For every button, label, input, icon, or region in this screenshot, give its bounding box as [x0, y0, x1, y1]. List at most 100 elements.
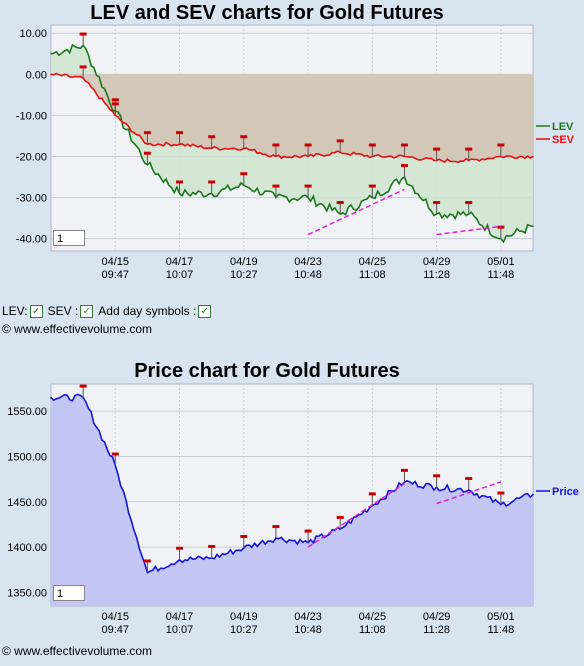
day-marker — [336, 201, 344, 205]
x-tick-date: 04/25 — [359, 611, 387, 623]
day-marker — [304, 529, 312, 533]
trendline — [307, 188, 405, 236]
day-marker — [272, 525, 280, 529]
x-tick-date: 04/29 — [423, 611, 451, 623]
lev-legend: LEV SEV — [536, 121, 575, 146]
x-tick-date: 04/17 — [166, 256, 194, 268]
x-tick-time: 09:47 — [102, 624, 130, 636]
lev-trendlines — [307, 188, 501, 236]
sev-point — [532, 155, 534, 158]
price-trendlines — [307, 481, 502, 548]
y-tick-label: -30.00 — [16, 193, 47, 205]
day-marker — [465, 477, 473, 481]
copyright-bottom: © www.effectivevolume.com — [2, 644, 153, 658]
day-marker — [208, 180, 216, 184]
trendline — [436, 481, 502, 505]
day-symbols-label: Add day symbols : — [98, 304, 197, 318]
lev-zoom-input[interactable]: 1 — [53, 230, 85, 246]
day-marker — [433, 201, 441, 205]
day-marker — [143, 559, 151, 563]
day-marker — [368, 143, 376, 147]
day-marker — [208, 135, 216, 139]
day-marker — [400, 143, 408, 147]
price-legend-label: Price — [552, 486, 579, 498]
price-point — [532, 493, 534, 496]
x-tick-date: 04/15 — [102, 611, 130, 623]
x-tick-time: 10:27 — [230, 624, 258, 636]
day-marker — [465, 147, 473, 151]
x-tick-date: 04/15 — [102, 256, 130, 268]
x-tick-date: 04/19 — [230, 611, 258, 623]
sev-toggle-label: SEV : — [47, 304, 79, 318]
lev-point — [50, 52, 52, 55]
y-tick-label: 1550.00 — [7, 406, 47, 418]
y-tick-label: 1400.00 — [7, 542, 47, 554]
lev-day-markers — [79, 32, 505, 239]
day-marker — [176, 180, 184, 184]
day-marker — [176, 131, 184, 135]
x-tick-time: 10:27 — [230, 269, 258, 281]
y-tick-label: -10.00 — [16, 110, 47, 122]
price-fills — [51, 394, 533, 606]
y-tick-label: 0.00 — [26, 69, 47, 81]
lev-checkbox[interactable]: ✓ — [29, 304, 43, 318]
day-symbols-checkbox[interactable]: ✓ — [198, 304, 212, 318]
day-marker — [79, 384, 87, 388]
day-marker — [176, 546, 184, 550]
day-marker — [433, 474, 441, 478]
day-marker — [79, 32, 87, 36]
day-marker — [465, 201, 473, 205]
y-tick-label: 1500.00 — [7, 451, 47, 463]
day-marker — [304, 184, 312, 188]
day-marker — [433, 147, 441, 151]
day-marker — [240, 135, 248, 139]
lev-legend-label: LEV — [552, 121, 574, 133]
lev-line — [50, 43, 534, 244]
day-marker — [240, 172, 248, 176]
y-tick-label: 1450.00 — [7, 497, 47, 509]
day-marker — [79, 65, 87, 69]
day-marker — [111, 98, 119, 102]
day-marker — [368, 492, 376, 496]
sev-point — [50, 73, 52, 76]
x-tick-date: 04/25 — [359, 256, 387, 268]
lev-point — [532, 225, 534, 228]
day-marker — [400, 468, 408, 472]
day-marker — [111, 102, 119, 106]
lev-fills — [51, 44, 533, 242]
y-tick-label: 1350.00 — [7, 587, 47, 599]
x-tick-time: 11:28 — [423, 624, 450, 636]
x-tick-time: 11:08 — [359, 624, 386, 636]
lev-toggle-label: LEV: — [2, 304, 28, 318]
x-tick-time: 11:48 — [488, 269, 515, 281]
day-marker — [497, 225, 505, 229]
x-tick-time: 11:28 — [423, 269, 450, 281]
x-tick-time: 11:08 — [359, 269, 386, 281]
trendline — [307, 483, 405, 548]
copyright-top: © www.effectivevolume.com — [2, 322, 153, 336]
day-marker — [111, 452, 119, 456]
lev-sev-chart: LEV and SEV charts for Gold Futures 10.0… — [16, 2, 575, 281]
day-marker — [400, 164, 408, 168]
price-y-axis: 1550.00 1500.00 1450.00 1400.00 1350.00 — [7, 406, 47, 599]
day-marker — [497, 143, 505, 147]
price-chart: Price chart for Gold Futures 1550.00 1500… — [7, 360, 579, 636]
price-area — [51, 394, 533, 606]
x-tick-date: 04/23 — [294, 611, 322, 623]
price-point — [50, 396, 52, 399]
y-tick-label: -20.00 — [16, 151, 47, 163]
x-tick-date: 04/29 — [423, 256, 451, 268]
price-zoom-input[interactable]: 1 — [53, 585, 85, 601]
series-controls: LEV: ✓ SEV : ✓ Add day symbols : ✓ — [2, 304, 214, 318]
y-tick-label: 10.00 — [19, 28, 47, 40]
x-tick-date: 04/19 — [230, 256, 258, 268]
sev-checkbox[interactable]: ✓ — [80, 304, 94, 318]
day-marker — [368, 184, 376, 188]
day-marker — [336, 139, 344, 143]
x-tick-time: 11:48 — [488, 624, 515, 636]
sev-area — [51, 73, 533, 163]
x-tick-time: 10:07 — [166, 269, 194, 281]
day-marker — [272, 184, 280, 188]
